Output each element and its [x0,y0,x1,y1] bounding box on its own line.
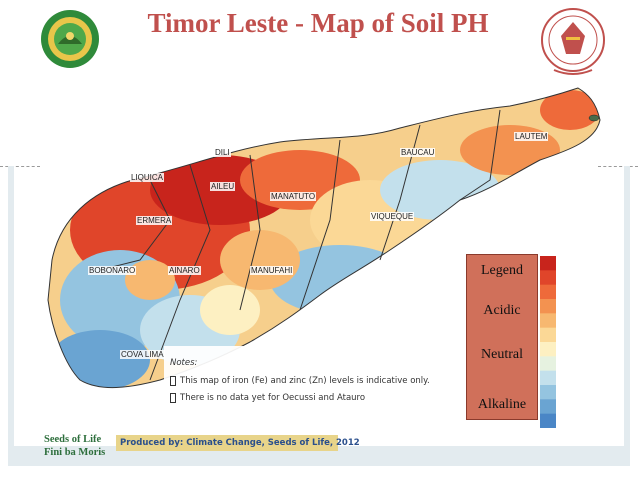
map-label-baucau: BAUCAU [400,148,436,157]
legend-title: Legend [481,263,523,278]
notes-heading: Notes: [170,358,198,368]
divider-left [0,166,40,167]
legend-swatch [540,356,556,372]
notes-panel: Notes: This map of iron (Fe) and zinc (Z… [164,346,470,416]
map-label-lautem: LAUTEM [514,132,549,141]
footer-logo: Seeds of Life Fini ba Moris [42,433,112,461]
government-seal-logo [541,8,605,75]
map-label-bobonaro: BOBONARO [88,266,137,275]
map-label-liquica: LIQUICA [130,173,165,182]
frame-bottom [8,446,630,466]
legend-swatch [540,327,556,343]
legend-acidic-label: Acidic [483,303,521,318]
legend-swatch [540,342,556,357]
footer-logo-line2: Fini ba Moris [44,447,106,458]
bullet-box-icon [170,393,176,403]
legend-swatch [540,284,556,300]
frame-left [8,166,14,466]
map-label-ermera: ERMERA [136,216,173,225]
legend-swatch [540,270,556,286]
legend-swatch [540,399,556,415]
legend-swatch [540,413,556,428]
map-label-viqueque: VIQUEQUE [370,212,415,221]
map-label-cova-lima: COVA LIMA [120,350,165,359]
map-label-dili: DILI [214,148,231,157]
note-item: There is no data yet for Oecussi and Ata… [170,393,365,403]
legend-neutral-label: Neutral [481,347,523,362]
legend-panel: Legend Acidic Neutral Alkaline [466,254,538,420]
note-text: This map of iron (Fe) and zinc (Zn) leve… [180,376,430,386]
legend-swatch [540,256,556,271]
footer-logo-line1: Seeds of Life [44,434,102,445]
map-label-manufahi: MANUFAHI [250,266,294,275]
map-label-aileu: AILEU [210,182,236,191]
bullet-box-icon [170,376,176,386]
produced-by-banner: Produced by: Climate Change, Seeds of Li… [116,435,360,451]
legend-color-scale [540,256,556,428]
seeds-of-life-seal-logo [41,10,99,68]
legend-swatch [540,385,556,400]
frame-right [624,166,630,466]
page-title: Timor Leste - Map of Soil PH [147,8,489,38]
legend-swatch [540,370,556,386]
divider-right [598,166,638,167]
soil-ph-map: DILI LIQUICA AILEU ERMERA MANATUTO BAUCA… [40,80,608,434]
legend-swatch [540,299,556,314]
legend-swatch [540,313,556,329]
legend-alkaline-label: Alkaline [477,397,527,412]
map-label-manatuto: MANATUTO [270,192,317,201]
note-item: This map of iron (Fe) and zinc (Zn) leve… [170,376,430,386]
map-label-ainaro: AINARO [168,266,201,275]
note-text: There is no data yet for Oecussi and Ata… [180,393,366,403]
